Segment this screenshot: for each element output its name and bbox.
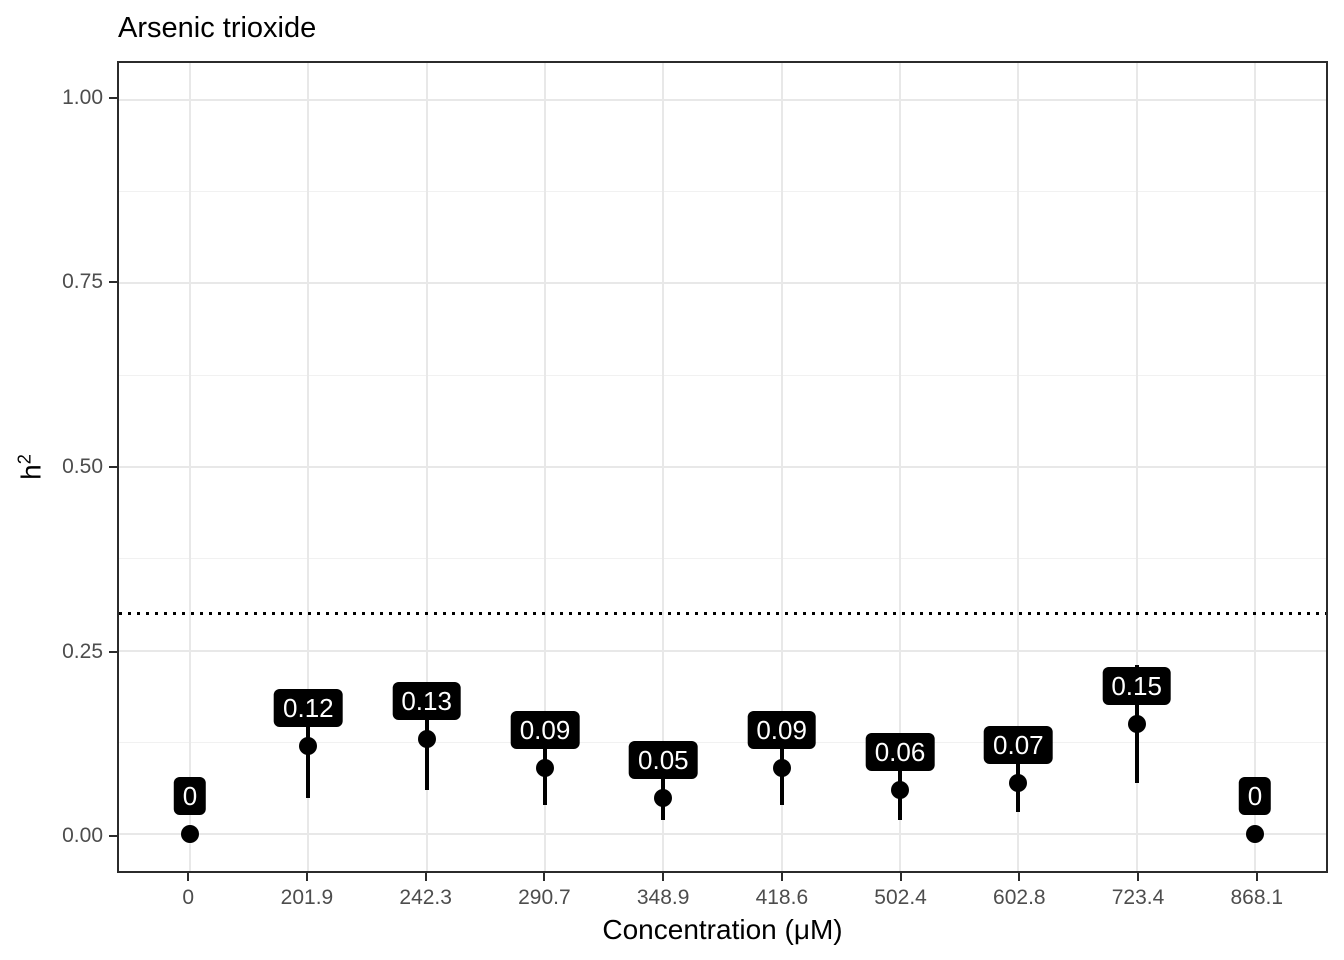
plot-title: Arsenic trioxide [118,12,317,44]
x-tick-label: 723.4 [1111,886,1165,909]
x-tick-label: 418.6 [755,886,809,909]
data-point-label: 0.12 [274,689,343,728]
data-point [417,729,436,748]
x-tick-label: 242.3 [399,886,452,909]
data-point [1127,715,1146,734]
gridline-x-major [307,63,310,871]
y-tick [109,835,117,838]
x-tick [1018,873,1021,881]
y-axis: 0.00 0.25 0.50 0.75 1.00 [0,61,117,873]
x-tick-label: 868.1 [1230,886,1284,909]
gridline-y-minor [119,191,1326,193]
data-point [181,825,199,844]
x-tick-label: 201.9 [280,886,334,909]
data-point-label: 0 [1238,777,1272,816]
gridline-x-major [899,63,901,871]
x-tick [424,873,427,881]
gridline-x-major [1017,63,1020,871]
plot-panel: 0 0.12 0.13 0.09 0.05 0.09 0.06 0.07 0.15 0 [117,61,1328,873]
gridline-y-minor [119,741,1326,743]
gridline-y-major [119,282,1326,285]
x-tick-label: 602.8 [993,886,1046,909]
x-tick-label: 502.4 [874,886,927,909]
x-tick-label: 290.7 [518,886,571,909]
data-point-label: 0.06 [865,733,935,772]
data-point-label: 0.13 [392,681,461,720]
gridline-y-major [119,833,1326,836]
data-point-label: 0.07 [984,725,1053,764]
y-tick-label: 0.50 [62,455,103,478]
data-point-label: 0.15 [1102,667,1171,706]
reference-line [119,612,1326,616]
gridline-y-major [119,466,1326,468]
gridline-y-minor [119,558,1326,560]
gridline-y-major [119,98,1326,101]
x-tick [662,873,665,881]
y-tick-label: 0.75 [62,270,103,294]
data-point [772,759,791,778]
gridline-x-major [544,63,546,871]
x-axis-title: Concentration (μM) [602,914,843,945]
data-point [299,737,318,756]
x-tick [187,873,190,881]
y-tick [109,96,117,99]
x-tick-label: 0 [182,886,195,909]
data-point [654,788,673,807]
gridline-y-major [119,649,1326,652]
gridline-x-major [189,63,191,871]
x-tick [543,873,546,881]
gridline-x-major [1254,63,1256,871]
y-tick-label: 0.25 [62,639,103,663]
data-point-label: 0 [173,777,207,816]
y-tick-label: 0.00 [62,824,103,848]
gridline-y-minor [119,374,1326,376]
y-tick [109,650,117,653]
data-point-label: 0.09 [510,711,580,750]
x-tick [1255,873,1258,881]
gridline-x-major [1135,63,1138,871]
y-tick [109,281,117,284]
y-tick [109,466,117,468]
plot-area: 0 0.12 0.13 0.09 0.05 0.09 0.06 0.07 0.15 0 [119,63,1326,871]
data-point-label: 0.05 [629,740,698,779]
data-point [1246,825,1264,844]
x-tick [899,873,902,881]
y-tick-label: 1.00 [62,85,103,109]
data-point [891,781,909,800]
gridline-x-major [425,63,428,871]
gridline-x-major [662,63,665,871]
data-point [1009,773,1028,792]
data-point-label: 0.09 [747,711,816,750]
data-point [536,759,554,778]
x-tick-label: 348.9 [636,886,690,909]
x-tick [780,873,783,881]
x-axis: 0 201.9 242.3 290.7 348.9 418.6 502.4 602.8 723.… [117,873,1328,923]
x-tick [1137,873,1140,881]
x-tick [305,873,308,881]
gridline-x-major [780,63,783,871]
